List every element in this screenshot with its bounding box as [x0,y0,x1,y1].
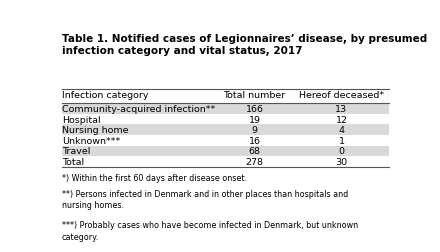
Text: 19: 19 [249,115,260,124]
Text: **) Persons infected in Denmark and in other places than hospitals and
nursing h: **) Persons infected in Denmark and in o… [62,189,348,209]
Text: *) Within the first 60 days after disease onset.: *) Within the first 60 days after diseas… [62,173,247,182]
Text: ***) Probably cases who have become infected in Denmark, but unknown
category.: ***) Probably cases who have become infe… [62,220,358,241]
Text: Hereof deceased*: Hereof deceased* [299,90,384,99]
Text: Total: Total [62,157,84,166]
Text: 16: 16 [249,136,260,145]
Text: 0: 0 [338,147,345,156]
Text: 278: 278 [246,157,264,166]
Text: 1: 1 [338,136,345,145]
Text: 12: 12 [335,115,348,124]
Bar [62,146,389,156]
Text: Community-acquired infection**: Community-acquired infection** [62,105,215,114]
Text: 13: 13 [335,105,348,114]
Text: 30: 30 [335,157,348,166]
Text: Infection category: Infection category [62,90,148,99]
Text: Hospital: Hospital [62,115,100,124]
Text: 4: 4 [338,126,345,135]
Text: Travel: Travel [62,147,90,156]
Text: Nursing home: Nursing home [62,126,128,135]
Text: Table 1. Notified cases of Legionnaires’ disease, by presumed
infection category: Table 1. Notified cases of Legionnaires’… [62,34,427,56]
Text: 68: 68 [249,147,260,156]
Text: Unknown***: Unknown*** [62,136,120,145]
Bar [62,104,389,114]
Text: 9: 9 [252,126,257,135]
Text: 166: 166 [246,105,264,114]
Text: Total number: Total number [224,90,286,99]
Bar [62,125,389,136]
